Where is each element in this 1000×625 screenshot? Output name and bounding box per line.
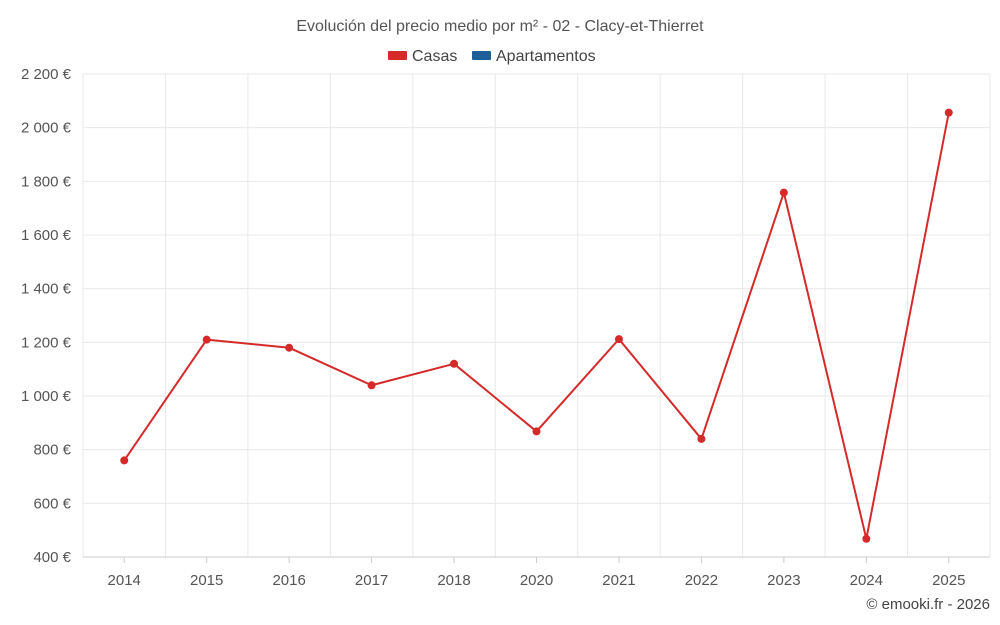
x-axis: 2014 2015 2016 2017 2018 2020 2021 2022 2023 2024… — [83, 556, 990, 589]
y-tick-label: 400 € — [33, 549, 71, 566]
data-point-casas[interactable] — [944, 108, 953, 117]
data-point-casas[interactable] — [450, 359, 459, 368]
data-point-casas[interactable] — [285, 343, 294, 352]
legend-label-casas: Casas — [412, 48, 457, 65]
y-axis: 400 € 600 € 800 € 1 000 € 1 200 € 1 400 € 1 60… — [21, 66, 72, 566]
x-tick-label: 2020 — [520, 572, 553, 589]
x-tick-label: 2018 — [437, 572, 470, 589]
chart-title: Evolución del precio medio por m² - 02 -… — [296, 18, 704, 35]
legend-label-apartamentos: Apartamentos — [496, 48, 596, 65]
x-tick-label: 2023 — [767, 572, 800, 589]
legend-item-apartamentos[interactable]: Apartamentos — [472, 48, 596, 65]
credit-text: © emooki.fr - 2026 — [866, 596, 990, 613]
y-tick-label: 2 000 € — [21, 120, 72, 137]
series-casas — [120, 108, 953, 543]
y-tick-label: 1 200 € — [21, 334, 72, 351]
legend-swatch-casas — [388, 51, 407, 60]
y-tick-label: 800 € — [33, 442, 71, 459]
x-tick-label: 2021 — [602, 572, 635, 589]
data-point-casas[interactable] — [779, 188, 788, 197]
y-tick-label: 1 600 € — [21, 227, 72, 244]
data-point-casas[interactable] — [120, 456, 129, 465]
x-tick-label: 2025 — [932, 572, 965, 589]
data-point-casas[interactable] — [532, 427, 541, 436]
x-tick-label: 2022 — [685, 572, 718, 589]
y-tick-label: 1 000 € — [21, 388, 72, 405]
data-point-casas[interactable] — [614, 335, 623, 344]
y-tick-label: 1 800 € — [21, 173, 72, 190]
legend-swatch-apartamentos — [472, 51, 491, 60]
x-tick-label: 2016 — [272, 572, 305, 589]
x-tick-label: 2014 — [108, 572, 141, 589]
x-tick-label: 2024 — [850, 572, 883, 589]
y-tick-label: 600 € — [33, 495, 71, 512]
legend-item-casas[interactable]: Casas — [388, 48, 457, 65]
data-point-casas[interactable] — [697, 434, 706, 443]
x-tick-label: 2017 — [355, 572, 388, 589]
data-point-casas[interactable] — [367, 381, 376, 390]
data-point-casas[interactable] — [862, 534, 871, 543]
y-tick-label: 2 200 € — [21, 66, 72, 83]
x-tick-label: 2015 — [190, 572, 223, 589]
data-point-casas[interactable] — [202, 335, 211, 344]
legend: Casas Apartamentos — [388, 48, 596, 65]
y-tick-label: 1 400 € — [21, 281, 72, 298]
